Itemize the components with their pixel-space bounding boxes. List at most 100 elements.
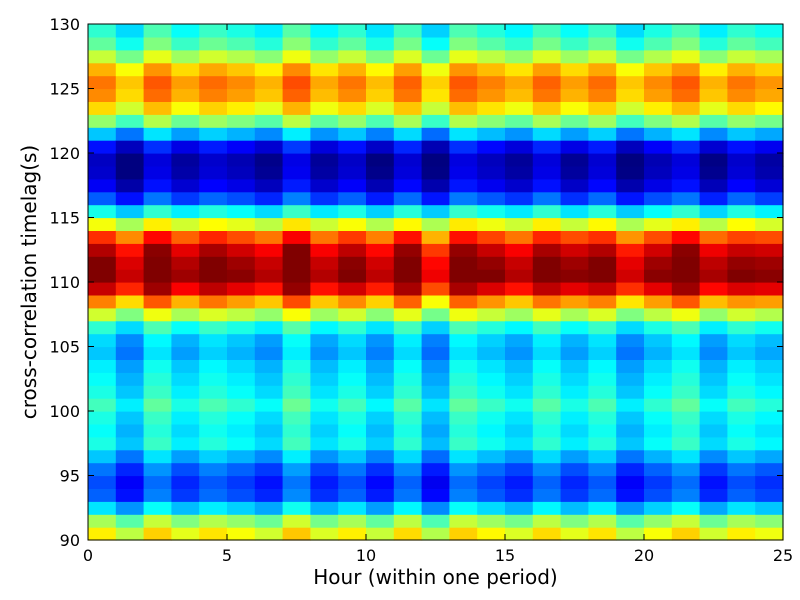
- heatmap-cell: [755, 178, 784, 193]
- heatmap-cell: [115, 230, 145, 244]
- heatmap-cell: [755, 62, 784, 77]
- y-axis-label: cross-correlation timelag(s): [17, 145, 41, 419]
- heatmap-cell: [421, 256, 450, 270]
- heatmap-cell: [115, 36, 145, 51]
- heatmap-cell: [616, 230, 645, 244]
- heatmap-cell: [115, 243, 145, 257]
- heatmap-cell: [505, 24, 534, 38]
- heatmap-cell: [532, 204, 562, 219]
- heatmap-cell: [616, 127, 645, 141]
- heatmap-cell: [143, 217, 172, 231]
- heatmap-cell: [588, 49, 617, 64]
- heatmap-cell: [644, 475, 673, 489]
- heatmap-cell: [755, 217, 784, 231]
- heatmap-cell: [338, 256, 367, 270]
- heatmap-cell: [199, 62, 228, 77]
- heatmap-cell: [310, 165, 339, 180]
- heatmap-cell: [310, 62, 339, 77]
- heatmap-cell: [421, 475, 450, 489]
- heatmap-cell: [171, 165, 200, 180]
- heatmap-cell: [588, 488, 617, 502]
- heatmap-cell: [449, 436, 478, 451]
- heatmap-cell: [560, 88, 589, 102]
- heatmap-cell: [644, 88, 673, 102]
- heatmap-cell: [171, 333, 200, 348]
- heatmap-cell: [532, 49, 562, 64]
- heatmap-cell: [449, 24, 478, 38]
- heatmap-cell: [115, 385, 145, 399]
- heatmap-cell: [393, 320, 423, 335]
- heatmap-cell: [282, 320, 311, 335]
- heatmap-cell: [588, 217, 617, 231]
- heatmap-cell: [199, 501, 228, 515]
- heatmap-cell: [88, 411, 117, 425]
- heatmap-cell: [421, 411, 450, 425]
- heatmap-cell: [588, 436, 617, 451]
- heatmap-cell: [88, 372, 117, 386]
- heatmap-cell: [699, 385, 728, 399]
- heatmap-cell: [505, 501, 534, 515]
- heatmap-cell: [755, 49, 784, 64]
- heatmap-cell: [505, 307, 534, 322]
- heatmap-cell: [477, 36, 506, 51]
- heatmap-cell: [310, 75, 339, 90]
- heatmap-cell: [477, 153, 506, 167]
- heatmap-cell: [171, 307, 200, 322]
- heatmap-cell: [171, 462, 200, 477]
- heatmap-cell: [671, 75, 701, 90]
- heatmap-cell: [171, 372, 200, 386]
- heatmap-cell: [532, 411, 562, 425]
- heatmap-cell: [671, 178, 701, 193]
- heatmap-cell: [310, 191, 339, 206]
- heatmap-cell: [699, 501, 728, 515]
- heatmap-cell: [282, 204, 311, 219]
- heatmap-cell: [727, 294, 756, 309]
- heatmap-cell: [588, 269, 617, 283]
- heatmap-cell: [366, 411, 395, 425]
- heatmap-cell: [477, 436, 506, 451]
- heatmap-cell: [755, 449, 784, 464]
- heatmap-cell: [644, 165, 673, 180]
- heatmap-cell: [449, 372, 478, 386]
- heatmap-cell: [366, 423, 395, 438]
- heatmap-cell: [449, 346, 478, 360]
- heatmap-cell: [588, 333, 617, 348]
- heatmap-cell: [421, 359, 450, 373]
- heatmap-cell: [699, 88, 728, 102]
- heatmap-cell: [88, 101, 117, 115]
- heatmap-cell: [199, 191, 228, 206]
- heatmap-cell: [171, 449, 200, 464]
- heatmap-cell: [505, 256, 534, 270]
- heatmap-cell: [171, 230, 200, 244]
- heatmap-cell: [115, 114, 145, 128]
- heatmap-cell: [449, 36, 478, 51]
- heatmap-cell: [727, 114, 756, 128]
- heatmap-cell: [699, 204, 728, 219]
- heatmap-cell: [310, 398, 339, 412]
- heatmap-cell: [588, 204, 617, 219]
- heatmap-cell: [755, 24, 784, 38]
- heatmap-cell: [449, 385, 478, 399]
- heatmap-cell: [505, 49, 534, 64]
- heatmap-cell: [393, 436, 423, 451]
- heatmap-cell: [588, 153, 617, 167]
- heatmap-cell: [310, 49, 339, 64]
- heatmap-cell: [254, 178, 284, 193]
- heatmap-cell: [755, 191, 784, 206]
- heatmap-cell: [171, 475, 200, 489]
- heatmap-cell: [616, 462, 645, 477]
- heatmap-cell: [366, 372, 395, 386]
- heatmap-cell: [393, 514, 423, 528]
- heatmap-cell: [171, 320, 200, 335]
- heatmap-cell: [671, 282, 701, 296]
- plot-area: [88, 24, 784, 541]
- heatmap-cell: [560, 501, 589, 515]
- heatmap-cell: [227, 449, 256, 464]
- heatmap-cell: [421, 501, 450, 515]
- heatmap-cell: [560, 449, 589, 464]
- heatmap-cell: [755, 127, 784, 141]
- heatmap-cell: [477, 49, 506, 64]
- heatmap-cell: [254, 101, 284, 115]
- heatmap-cell: [88, 269, 117, 283]
- heatmap-cell: [143, 230, 172, 244]
